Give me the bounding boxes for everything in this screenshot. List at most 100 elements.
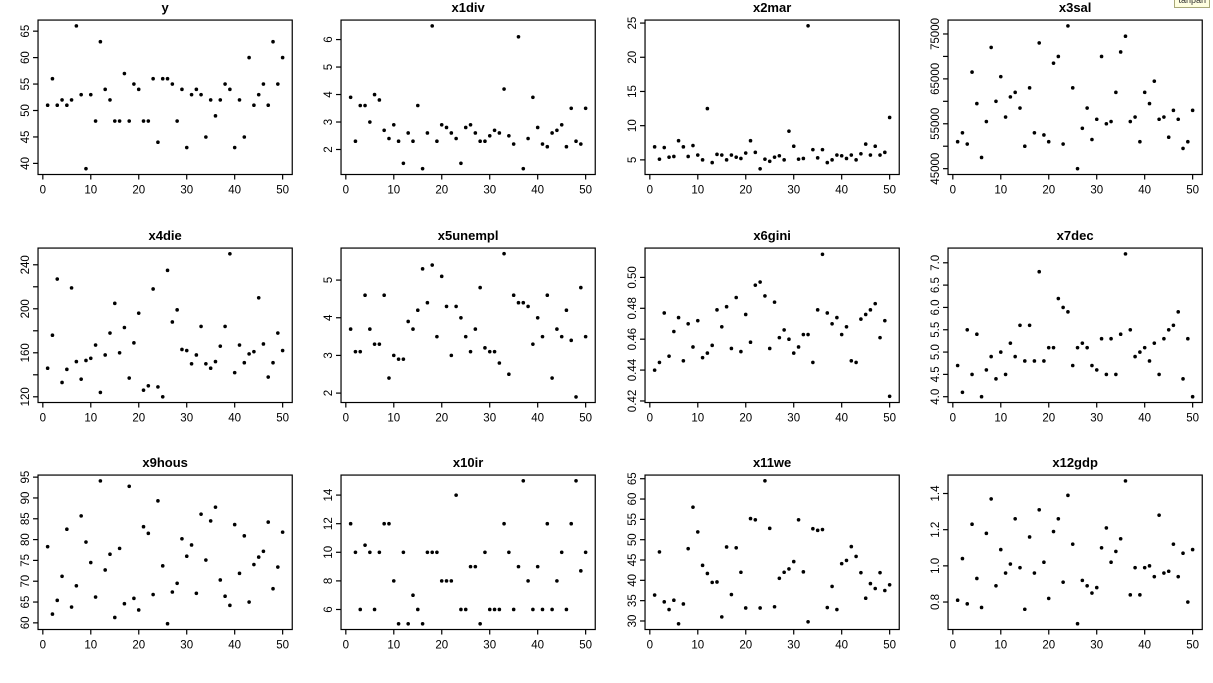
data-point — [117, 546, 122, 551]
data-point — [993, 584, 998, 588]
y-tick-label: 6 — [323, 607, 335, 613]
data-point — [844, 324, 848, 329]
y-tick-label: 0.44 — [627, 358, 639, 381]
data-point — [493, 607, 497, 612]
data-point — [247, 351, 251, 356]
data-point — [74, 584, 79, 588]
data-point — [79, 376, 83, 381]
x-tick-label: 40 — [835, 640, 848, 652]
x-tick-label: 40 — [1138, 185, 1151, 197]
data-point — [685, 154, 690, 159]
y-tick-label: 240 — [20, 255, 32, 274]
data-point — [55, 598, 60, 603]
corner-badge: tanpan — [1174, 0, 1210, 8]
data-point — [657, 550, 661, 555]
data-point — [805, 332, 810, 336]
data-point — [397, 139, 401, 144]
data-point — [695, 530, 700, 535]
data-point — [1171, 108, 1175, 113]
x-tick-label: 0 — [343, 185, 349, 197]
data-point — [781, 327, 786, 332]
x-tick-label: 0 — [40, 412, 46, 424]
x-tick-label: 40 — [228, 412, 241, 424]
x-tick-label: 0 — [646, 412, 652, 424]
x-tick-label: 30 — [787, 640, 800, 652]
data-point — [810, 527, 815, 531]
data-point — [228, 603, 232, 608]
data-point — [103, 87, 107, 92]
data-point — [411, 593, 416, 598]
data-point — [733, 155, 738, 159]
x-tick-label: 50 — [1186, 412, 1199, 424]
data-point — [440, 122, 444, 127]
data-point — [74, 24, 79, 28]
data-point — [373, 607, 377, 612]
x-tick-label: 50 — [276, 412, 289, 424]
y-tick-label: 60 — [627, 493, 639, 506]
data-point — [772, 299, 776, 304]
data-point — [1094, 117, 1099, 122]
data-point — [1046, 139, 1051, 144]
y-tick-label: 6.5 — [930, 277, 942, 293]
data-point — [184, 554, 189, 559]
data-point — [777, 335, 781, 340]
data-point — [868, 307, 872, 312]
data-point — [757, 606, 762, 611]
data-point — [1027, 323, 1032, 327]
data-point — [141, 525, 146, 529]
subplot-x1div: x1div 0 10 20 30 40 50 2 3 4 5 6 — [303, 0, 606, 228]
data-point — [45, 366, 50, 370]
x-tick-label: 10 — [691, 412, 704, 424]
x-tick-label: 40 — [835, 185, 848, 197]
data-point — [218, 343, 223, 348]
data-point — [1128, 119, 1132, 124]
x-tick-label: 0 — [646, 185, 652, 197]
data-point — [1142, 345, 1147, 350]
data-point — [1022, 144, 1027, 149]
data-point — [478, 139, 483, 144]
data-point — [93, 119, 98, 123]
data-point — [1109, 119, 1113, 124]
data-point — [1137, 349, 1142, 354]
data-point — [406, 319, 411, 323]
data-point — [569, 338, 574, 342]
plot-box — [340, 247, 597, 403]
data-point — [194, 352, 199, 357]
plot-box — [37, 474, 293, 631]
data-point — [834, 608, 839, 612]
x-tick-label: 0 — [40, 185, 46, 197]
data-point — [872, 144, 877, 149]
data-point — [786, 337, 791, 341]
data-point — [853, 158, 858, 162]
y-tick-label: 0.48 — [627, 297, 639, 319]
x-tick-label: 40 — [1138, 640, 1151, 652]
data-point — [834, 153, 839, 157]
data-point — [459, 161, 463, 166]
y-tick-label: 65 — [20, 596, 32, 609]
data-point — [1075, 166, 1080, 171]
plot-box — [947, 19, 1203, 176]
data-point — [141, 119, 146, 123]
data-point — [252, 103, 256, 108]
data-point — [748, 138, 752, 143]
data-point — [815, 156, 819, 160]
x-tick-label: 40 — [228, 640, 241, 652]
data-point — [497, 360, 502, 365]
data-point — [724, 545, 728, 550]
data-point — [1041, 133, 1046, 137]
plot-box — [37, 247, 293, 403]
data-point — [132, 596, 136, 601]
y-tick-label: 10 — [323, 546, 335, 559]
data-point — [170, 319, 175, 324]
x-tick-label: 0 — [949, 185, 955, 197]
data-point — [1051, 530, 1056, 534]
plot-box — [643, 474, 900, 631]
data-point — [228, 87, 232, 92]
data-point — [526, 304, 531, 308]
data-point — [1041, 358, 1046, 363]
y-tick-label: 75000 — [930, 18, 942, 50]
data-point — [146, 383, 151, 388]
x-tick-label: 40 — [532, 640, 545, 652]
y-tick-label: 1.2 — [930, 522, 942, 538]
x-tick-label: 20 — [739, 412, 752, 424]
